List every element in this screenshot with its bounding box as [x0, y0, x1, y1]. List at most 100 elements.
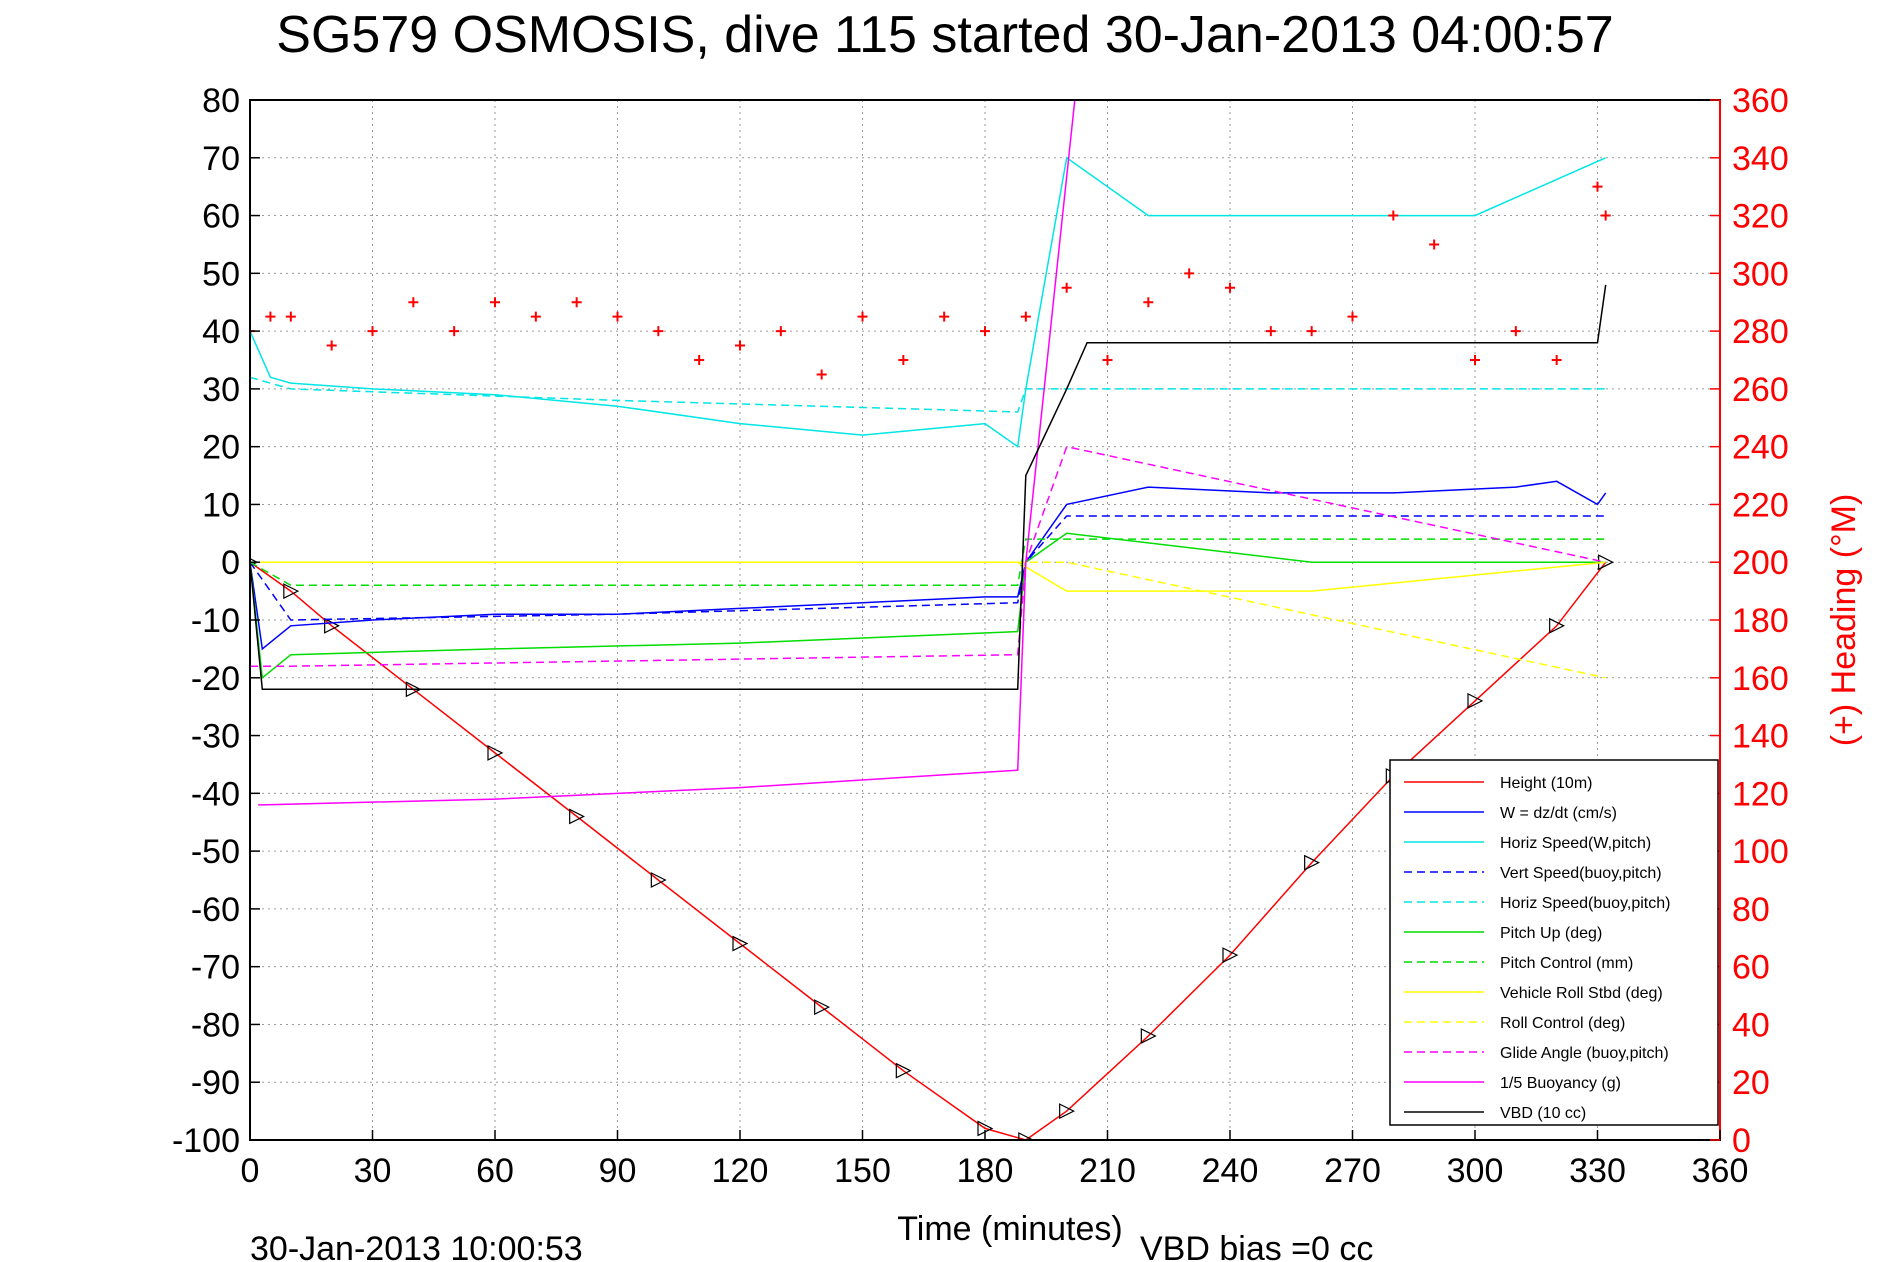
right-axis-ticks: 3603403203002802602402202001801601401201…: [1710, 82, 1789, 1160]
heading-point: [1429, 239, 1440, 250]
y-tick-label: 40: [202, 313, 240, 351]
height-markers: [250, 554, 1615, 1140]
series-w: [250, 480, 1607, 651]
x-tick-label: 270: [1324, 1152, 1381, 1190]
y-tick-label: -40: [191, 775, 240, 813]
legend-label: VBD (10 cc): [1500, 1105, 1586, 1122]
heading-point: [449, 326, 460, 337]
heading-point: [1470, 355, 1480, 365]
y2-tick-label: 160: [1732, 660, 1789, 698]
heading-point: [1592, 181, 1603, 192]
heading-point: [816, 369, 827, 380]
heading-point: [1184, 268, 1195, 279]
y2-tick-label: 300: [1732, 255, 1789, 293]
x-tick-label: 60: [476, 1152, 514, 1190]
x-axis-ticks: 0 30 60 90 120 150 180 210 240 270 300 330 360: [241, 1130, 1749, 1190]
y-tick-label: 30: [202, 371, 240, 409]
y2-tick-label: 240: [1732, 429, 1789, 467]
y-tick-label: -20: [191, 660, 240, 698]
heading-point: [612, 311, 623, 322]
x-tick-label: 360: [1692, 1152, 1749, 1190]
series-roll-control: [250, 561, 1606, 679]
legend-label: 1/5 Buoyancy (g): [1500, 1075, 1621, 1092]
series-pitch-control: [250, 538, 1606, 587]
series-horiz-speed: [250, 156, 1607, 449]
y-tick-label: -70: [191, 949, 240, 987]
x-tick-label: 0: [241, 1152, 260, 1190]
height-point: [1467, 692, 1484, 709]
footer-timestamp: 30-Jan-2013 10:00:53: [250, 1230, 583, 1262]
heading-point: [1265, 326, 1276, 337]
heading-point: [694, 355, 705, 365]
y-tick-label: -30: [191, 718, 240, 756]
legend-label: Glide Angle (buoy,pitch): [1500, 1045, 1669, 1062]
heading-point: [1347, 311, 1358, 322]
legend-box: [1389, 759, 1719, 1126]
y-tick-label: -90: [191, 1064, 240, 1102]
y-tick-label: 50: [202, 255, 240, 293]
heading-point: [1061, 282, 1072, 293]
y2-tick-label: 220: [1732, 486, 1789, 524]
heading-point: [1388, 210, 1399, 221]
heading-point: [1510, 326, 1521, 337]
x-tick-label: 210: [1079, 1152, 1136, 1190]
legend: Height (10m) W = dz/dt (cm/s) Horiz Speed(…: [1389, 759, 1719, 1126]
y-tick-label: 70: [202, 140, 240, 178]
x-tick-label: 150: [834, 1152, 891, 1190]
heading-point: [735, 340, 745, 351]
y2-tick-label: 80: [1732, 891, 1770, 929]
y-tick-label: -80: [191, 1006, 240, 1044]
heading-point: [285, 311, 296, 322]
y-tick-label: -50: [191, 833, 240, 871]
y2-tick-label: 40: [1732, 1006, 1770, 1044]
legend-label: Vehicle Roll Stbd (deg): [1500, 985, 1663, 1002]
legend-label: Vert Speed(buoy,pitch): [1500, 865, 1662, 882]
heading-point: [898, 355, 909, 365]
x-axis-label: Time (minutes): [897, 1210, 1122, 1248]
heading-point: [1020, 311, 1031, 322]
x-tick-label: 120: [712, 1152, 769, 1190]
series-buoyancy: [258, 100, 1088, 806]
x-tick-label: 330: [1569, 1152, 1626, 1190]
right-axis-label: (+) Heading (°M): [1825, 494, 1863, 747]
heading-point: [265, 311, 276, 322]
series-height: [250, 561, 1607, 1140]
heading-point: [1600, 210, 1611, 221]
y2-tick-label: 280: [1732, 313, 1789, 351]
y2-tick-label: 60: [1732, 949, 1770, 987]
y-axis-ticks: 80 70 60 50 40 30 20 10 0 -10 -20 -30 -40 -50 -60 -70 -8…: [172, 82, 260, 1160]
heading-point: [775, 326, 786, 337]
height-point: [732, 935, 749, 952]
y-tick-label: 60: [202, 198, 240, 236]
height-point: [814, 999, 831, 1016]
heading-point: [980, 326, 990, 337]
height-point: [1222, 947, 1239, 964]
x-tick-label: 300: [1447, 1152, 1504, 1190]
heading-point: [1306, 326, 1317, 337]
y2-tick-label: 140: [1732, 718, 1789, 756]
heading-point: [571, 297, 582, 308]
height-point: [650, 872, 667, 888]
heading-point: [1551, 355, 1562, 365]
legend-label: Horiz Speed(buoy,pitch): [1500, 895, 1670, 912]
height-point: [569, 808, 586, 825]
series-vert-speed-buoy: [250, 515, 1606, 621]
heading-point: [939, 311, 950, 322]
heading-point: [653, 326, 664, 337]
legend-label: Horiz Speed(W,pitch): [1500, 835, 1651, 852]
series-roll: [250, 561, 1606, 592]
y-tick-label: -60: [191, 891, 240, 929]
series-vbd: [250, 284, 1607, 691]
y-tick-label: 0: [221, 544, 240, 582]
height-point: [1304, 854, 1321, 871]
footer-vbd-bias: VBD bias =0 cc: [1140, 1230, 1373, 1262]
x-tick-label: 240: [1202, 1152, 1259, 1190]
heading-point: [857, 311, 868, 322]
series-layer: [250, 100, 1615, 1140]
legend-label: Pitch Up (deg): [1500, 925, 1602, 942]
heading-point: [1225, 282, 1235, 293]
heading-point: [1143, 297, 1154, 308]
y2-tick-label: 360: [1732, 82, 1789, 120]
y2-tick-label: 340: [1732, 140, 1789, 178]
y2-tick-label: 180: [1732, 602, 1789, 640]
